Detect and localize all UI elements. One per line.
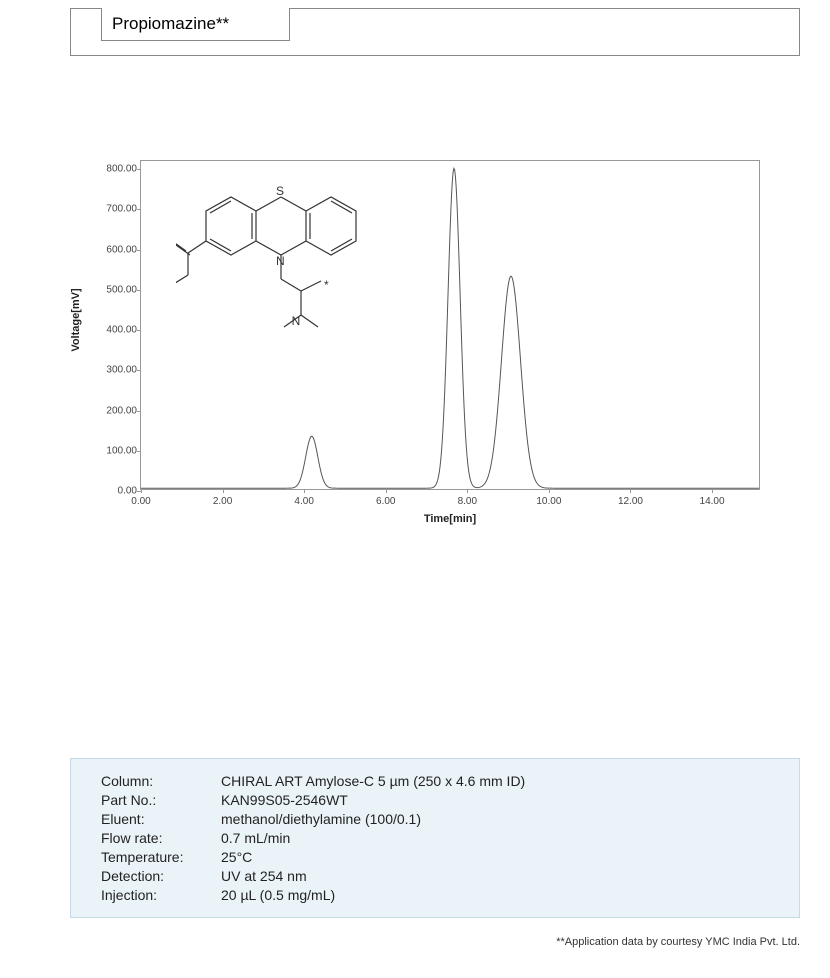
chiral-star: * — [324, 278, 329, 292]
info-label: Eluent: — [101, 811, 221, 827]
atom-s: S — [276, 184, 284, 198]
y-tick-label: 200.00 — [89, 405, 137, 416]
info-label: Part No.: — [101, 792, 221, 808]
x-tick-label: 14.00 — [700, 496, 725, 507]
info-value: CHIRAL ART Amylose-C 5 µm (250 x 4.6 mm … — [221, 773, 525, 789]
info-row: Injection:20 µL (0.5 mg/mL) — [101, 887, 769, 903]
x-axis-label: Time[min] — [424, 513, 476, 525]
info-row: Detection:UV at 254 nm — [101, 868, 769, 884]
y-tick-label: 500.00 — [89, 284, 137, 295]
info-row: Temperature:25°C — [101, 849, 769, 865]
info-row: Eluent:methanol/diethylamine (100/0.1) — [101, 811, 769, 827]
atom-n1: N — [276, 254, 285, 268]
info-row: Column:CHIRAL ART Amylose-C 5 µm (250 x … — [101, 773, 769, 789]
compound-title: Propiomazine** — [101, 8, 290, 41]
x-tick-label: 12.00 — [618, 496, 643, 507]
plot-area: S N O N * Time[min] 0.00100.00200.00300.… — [140, 160, 760, 490]
y-tick-label: 600.00 — [89, 244, 137, 255]
atom-n2: N — [292, 314, 301, 328]
info-value: 0.7 mL/min — [221, 830, 290, 846]
info-row: Part No.:KAN99S05-2546WT — [101, 792, 769, 808]
info-label: Injection: — [101, 887, 221, 903]
molecule-structure: S N O N * — [176, 179, 386, 339]
info-value: 20 µL (0.5 mg/mL) — [221, 887, 335, 903]
title-bar: Propiomazine** — [70, 8, 800, 56]
info-label: Detection: — [101, 868, 221, 884]
y-tick-label: 800.00 — [89, 164, 137, 175]
x-tick-label: 10.00 — [536, 496, 561, 507]
info-label: Column: — [101, 773, 221, 789]
x-tick-label: 6.00 — [376, 496, 395, 507]
x-tick-label: 8.00 — [458, 496, 477, 507]
info-label: Flow rate: — [101, 830, 221, 846]
chromatogram-chart: Voltage[mV] — [80, 150, 770, 540]
info-label: Temperature: — [101, 849, 221, 865]
conditions-box: Column:CHIRAL ART Amylose-C 5 µm (250 x … — [70, 758, 800, 918]
info-value: KAN99S05-2546WT — [221, 792, 348, 808]
y-tick-label: 700.00 — [89, 204, 137, 215]
y-tick-label: 100.00 — [89, 445, 137, 456]
info-value: 25°C — [221, 849, 252, 865]
x-tick-label: 2.00 — [213, 496, 232, 507]
info-value: methanol/diethylamine (100/0.1) — [221, 811, 421, 827]
x-tick-label: 0.00 — [131, 496, 150, 507]
y-axis-label: Voltage[mV] — [70, 288, 82, 351]
molecule-svg: S N O N * — [176, 179, 386, 339]
y-tick-label: 300.00 — [89, 365, 137, 376]
info-value: UV at 254 nm — [221, 868, 307, 884]
info-row: Flow rate:0.7 mL/min — [101, 830, 769, 846]
y-tick-label: 400.00 — [89, 325, 137, 336]
footnote: **Application data by courtesy YMC India… — [556, 936, 800, 948]
y-tick-label: 0.00 — [89, 486, 137, 497]
x-tick-label: 4.00 — [294, 496, 313, 507]
